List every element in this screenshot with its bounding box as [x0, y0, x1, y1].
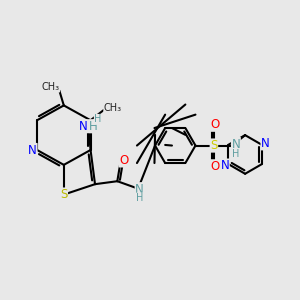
- Text: N: N: [232, 138, 240, 151]
- Text: O: O: [211, 160, 220, 173]
- Text: H: H: [94, 114, 102, 124]
- Text: O: O: [211, 118, 220, 131]
- Text: N: N: [220, 159, 229, 172]
- Text: N: N: [28, 143, 37, 157]
- Text: S: S: [210, 139, 218, 152]
- Text: H: H: [232, 149, 240, 159]
- Text: N: N: [135, 183, 144, 196]
- Text: N: N: [261, 137, 270, 150]
- Text: CH₃: CH₃: [41, 82, 59, 92]
- Text: O: O: [119, 154, 128, 167]
- Text: CH₃: CH₃: [104, 103, 122, 113]
- Text: N: N: [79, 120, 88, 133]
- Text: H: H: [136, 193, 143, 203]
- Text: H: H: [88, 120, 97, 133]
- Text: S: S: [60, 188, 68, 201]
